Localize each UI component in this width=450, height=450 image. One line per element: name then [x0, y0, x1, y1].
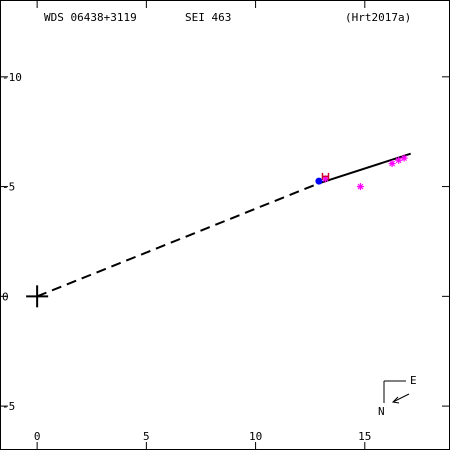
asterisk-stroke	[322, 176, 329, 182]
compass-north-label: N	[378, 405, 385, 418]
speckle-dot	[315, 177, 323, 185]
reference-code: (Hrt2017a)	[345, 11, 411, 24]
primary-star	[26, 285, 49, 308]
fit-dashed-line	[36, 182, 320, 298]
asterisk-mark	[356, 183, 364, 191]
asterisk-stroke	[395, 157, 402, 164]
asterisk-stroke	[401, 155, 408, 161]
compass-east-label: E	[410, 374, 417, 387]
data-marks	[315, 154, 408, 191]
y-tick-label: -5	[2, 400, 15, 413]
h-mark	[321, 172, 330, 180]
asterisk-stroke	[357, 183, 364, 190]
x-tick-label: 5	[143, 430, 150, 443]
asterisk-mark	[388, 160, 396, 168]
motion-arrow-icon	[392, 393, 410, 403]
x-tick-label: 15	[358, 430, 371, 443]
wds-id: WDS 06438+3119	[44, 11, 137, 24]
asterisk-stroke	[389, 160, 395, 167]
motion-arrowhead-icon	[391, 396, 400, 404]
discoverer-code: SEI 463	[185, 11, 231, 24]
fit-lines	[36, 152, 411, 298]
compass: E N	[378, 374, 417, 418]
asterisk-mark	[395, 156, 403, 164]
x-tick-label: 10	[249, 430, 262, 443]
fit-solid-line	[318, 152, 411, 185]
y-tick-label: -10	[2, 71, 22, 84]
asterisk-mark	[400, 154, 408, 162]
y-tick-label: -5	[2, 181, 15, 194]
x-tick-label: 0	[34, 430, 41, 443]
y-tick-label: 0	[2, 290, 9, 303]
